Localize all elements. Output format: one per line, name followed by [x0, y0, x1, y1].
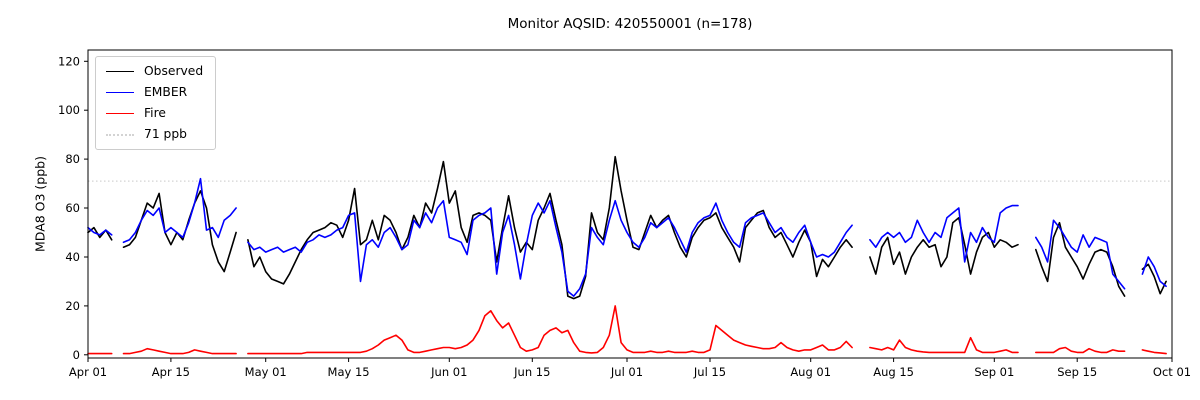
legend-item-ember: EMBER — [106, 85, 203, 100]
svg-text:Sep 15: Sep 15 — [1057, 365, 1097, 379]
svg-text:120: 120 — [58, 54, 80, 68]
ember-line-sample-icon — [106, 92, 134, 93]
svg-text:Oct 01: Oct 01 — [1153, 365, 1191, 379]
svg-text:Jul 01: Jul 01 — [610, 365, 643, 379]
legend-item-threshold: 71 ppb — [106, 127, 203, 142]
y-axis-label: MDA8 O3 (ppb) — [32, 156, 48, 252]
svg-text:Aug 15: Aug 15 — [873, 365, 914, 379]
svg-text:May 01: May 01 — [245, 365, 287, 379]
svg-text:20: 20 — [65, 299, 80, 313]
legend-label-fire: Fire — [144, 106, 166, 120]
threshold-line-sample-icon — [106, 133, 134, 136]
svg-text:Apr 15: Apr 15 — [152, 365, 190, 379]
fire-line-sample-icon — [106, 113, 134, 114]
svg-text:0: 0 — [73, 348, 80, 362]
legend-item-observed: Observed — [106, 64, 203, 79]
svg-text:40: 40 — [65, 250, 80, 264]
svg-text:Jul 15: Jul 15 — [693, 365, 726, 379]
svg-text:Jun 15: Jun 15 — [513, 365, 550, 379]
chart-title: Monitor AQSID: 420550001 (n=178) — [507, 16, 753, 32]
legend-label-ember: EMBER — [144, 85, 188, 99]
svg-text:80: 80 — [65, 152, 80, 166]
svg-text:Apr 01: Apr 01 — [69, 365, 107, 379]
legend-item-fire: Fire — [106, 106, 203, 121]
svg-text:Sep 01: Sep 01 — [974, 365, 1014, 379]
svg-text:100: 100 — [58, 103, 80, 117]
legend: Observed EMBER Fire 71 ppb — [95, 56, 217, 150]
observed-line-sample-icon — [106, 71, 134, 72]
legend-label-threshold: 71 ppb — [144, 127, 187, 141]
svg-text:Jun 01: Jun 01 — [430, 365, 467, 379]
svg-text:Aug 01: Aug 01 — [790, 365, 831, 379]
svg-text:60: 60 — [65, 201, 80, 215]
svg-text:May 15: May 15 — [328, 365, 370, 379]
legend-label-observed: Observed — [144, 64, 204, 78]
